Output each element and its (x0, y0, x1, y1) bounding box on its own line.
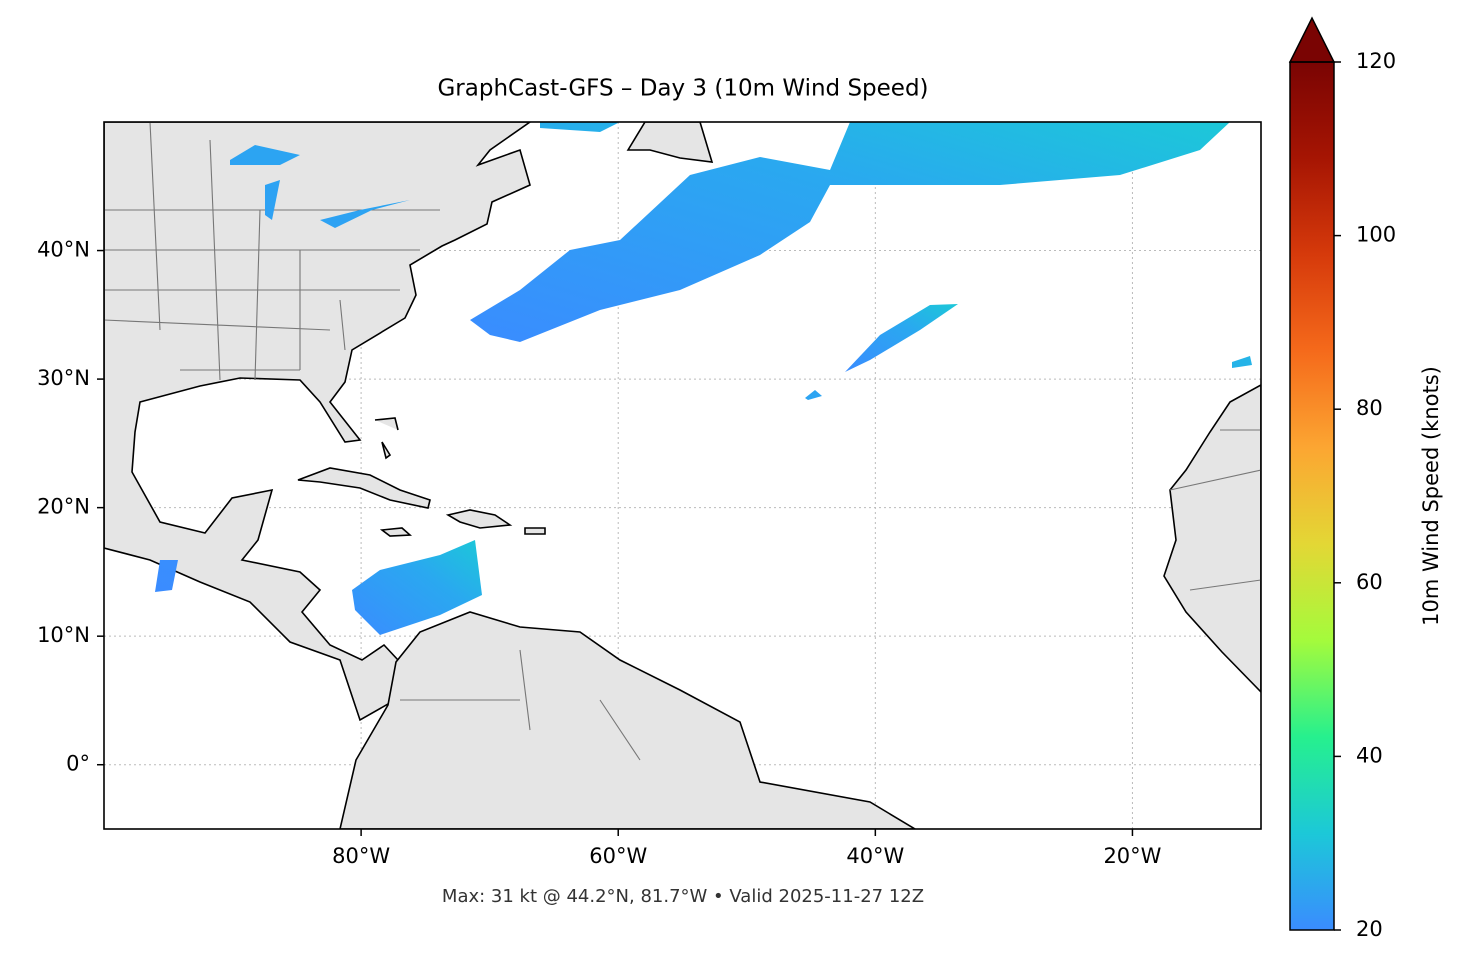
y-tick-label: 10°N (37, 623, 90, 647)
colorbar-tick-label: 100 (1356, 223, 1396, 247)
colorbar-fill (1290, 62, 1334, 930)
y-tick-label: 0° (66, 752, 90, 776)
colorbar-tick-label: 20 (1356, 917, 1383, 941)
cuba (297, 467, 431, 509)
colorbar: 20 40 60 80 100 120 10m Wind Speed (knots) (1288, 16, 1443, 941)
wind-area (352, 540, 482, 635)
x-tick-label: 40°W (846, 844, 904, 868)
y-tick-label: 40°N (37, 238, 90, 262)
colorbar-frame (1289, 61, 1335, 931)
colorbar-label: 10m Wind Speed (knots) (1419, 366, 1443, 626)
map-layer (104, 122, 1261, 829)
y-tick-label: 20°N (37, 495, 90, 519)
hispaniola (445, 509, 513, 529)
x-tick-label: 20°W (1103, 844, 1161, 868)
jamaica (379, 527, 413, 537)
x-tick-label: 80°W (332, 844, 390, 868)
footnote: Max: 31 kt @ 44.2°N, 81.7°W • Valid 2025… (442, 886, 924, 907)
axes: 80°W 60°W 40°W 20°W 0° 10°N 20°N 30°N 40°N (37, 238, 1162, 868)
colorbar-tick-label: 120 (1356, 49, 1396, 73)
bahamas (374, 417, 399, 460)
colorbar-tick-label: 40 (1356, 743, 1383, 767)
africa (1163, 384, 1261, 694)
wind-area (470, 122, 1230, 342)
y-tick-label: 30°N (37, 366, 90, 390)
canada-east (626, 122, 714, 163)
colorbar-tick-label: 60 (1356, 570, 1383, 594)
puerto-rico (524, 527, 546, 535)
south-america (339, 611, 917, 829)
wind-area (845, 304, 958, 372)
chart-title: GraphCast-GFS – Day 3 (10m Wind Speed) (437, 76, 928, 102)
x-tick-label: 60°W (589, 844, 647, 868)
plot-frame (103, 121, 1262, 830)
north-america (104, 122, 532, 722)
colorbar-tick-label: 80 (1356, 396, 1383, 420)
colorbar-extend (1288, 16, 1336, 63)
